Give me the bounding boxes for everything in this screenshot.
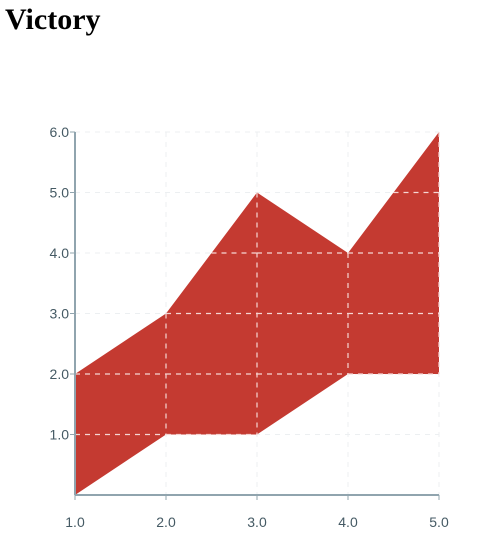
x-tick-label-2: 2.0: [156, 514, 176, 530]
y-tick-label-6: 6.0: [50, 124, 70, 140]
axes: [70, 131, 440, 500]
page-title: Victory: [5, 3, 101, 36]
tick-labels: 1.0 2.0 3.0 4.0 5.0 1.0 2.0 3.0 4.0 5.0 6.0: [50, 124, 449, 530]
y-tick-label-3: 3.0: [50, 306, 70, 322]
x-tick-label-1: 1.0: [65, 514, 85, 530]
y-tick-label-1: 1.0: [50, 427, 70, 443]
x-tick-label-5: 5.0: [429, 514, 449, 530]
y-tick-label-4: 4.0: [50, 245, 70, 261]
y-tick-label-2: 2.0: [50, 366, 70, 382]
x-tick-label-3: 3.0: [247, 514, 267, 530]
x-tick-label-4: 4.0: [338, 514, 358, 530]
y-tick-label-5: 5.0: [50, 185, 70, 201]
